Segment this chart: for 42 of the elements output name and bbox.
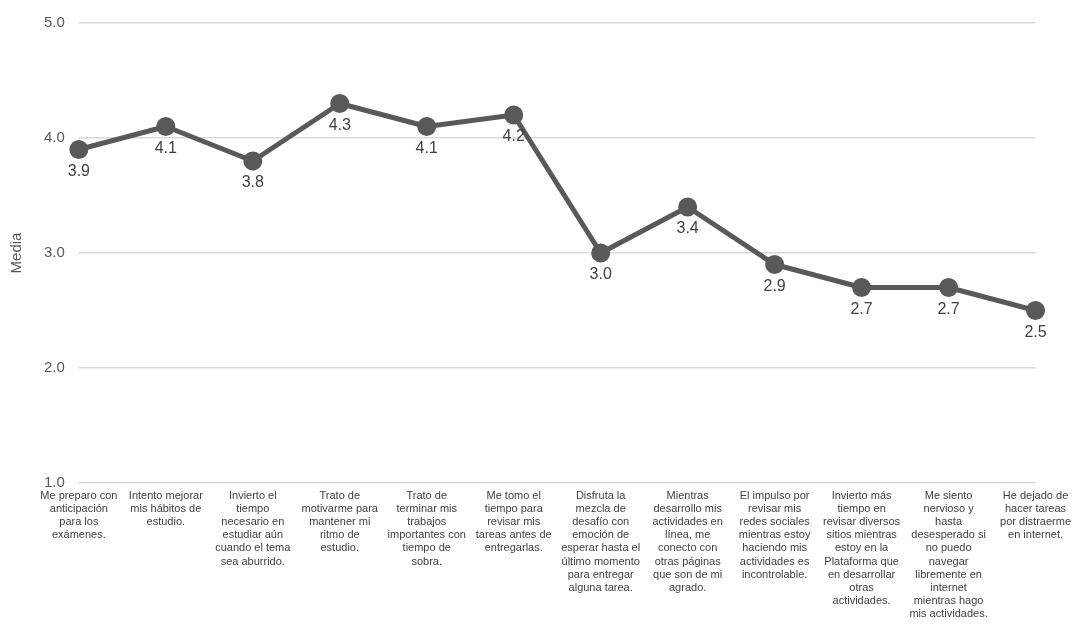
y-tick-label: 2.0 — [43, 358, 65, 376]
point — [243, 151, 263, 171]
text: 2.9 — [763, 276, 786, 294]
x-tick-label: Trato de motivarme para mantener mi ritmo de estudio. — [301, 488, 379, 554]
x-tick-label: Me preparo con anticipación para los exámenes. — [40, 488, 118, 541]
category-label: Invierto más tiempo en revisar diversos sitios mientras estoy en la Plataforma que en desarrollar otras actividades. — [823, 488, 901, 607]
text: 3.0 — [589, 265, 612, 283]
text: 4.1 — [415, 138, 438, 156]
x-tick-label: He dejado de hacer tareas por distraerme en internet. — [1000, 488, 1071, 541]
x-tick-label: Mientras desarrollo mis actividades en línea, me conecto con otras páginas que son de mi agrado. — [652, 488, 723, 594]
point — [852, 278, 872, 297]
text: 3.4 — [676, 219, 699, 237]
point — [417, 117, 437, 136]
y-axis-title: Media — [7, 231, 25, 274]
text: 4.1 — [154, 138, 177, 156]
x-tick-label: El impulso por revisar mis redes sociales mientras estoy haciendo mis actividades es incontrolable. — [738, 488, 811, 580]
point — [591, 243, 611, 263]
y-tick-label: 3.0 — [43, 243, 65, 261]
x-tick-label: Me tomo el tiempo para revisar mis tareas antes de entregarlas. — [475, 488, 552, 554]
text: 4.3 — [328, 115, 351, 133]
point — [939, 278, 959, 297]
point — [156, 117, 176, 136]
text: 3.9 — [67, 161, 90, 179]
y-tick-label: 5.0 — [43, 13, 65, 31]
point — [678, 197, 698, 217]
x-tick-label: Invierto el tiempo necesario en estudiar aún cuando el tema sea aburrido. — [215, 488, 292, 567]
text: 3.8 — [241, 173, 264, 191]
point — [504, 105, 524, 125]
x-tick-label: Intento mejorar mis hábitos de estudio. — [128, 488, 204, 528]
x-tick-label: Disfruta la mezcla de desafío con emoción de esperar hasta el último momento para entregar alguna tarea. — [561, 488, 641, 594]
point — [765, 255, 785, 274]
y-tick-label: 4.0 — [43, 128, 65, 146]
y-tick-label: 1.0 — [43, 473, 65, 491]
point — [69, 140, 89, 159]
x-tick-label: Trato de terminar mis trabajos importantes con tiempo de sobra. — [387, 488, 466, 567]
text: 2.7 — [850, 299, 873, 317]
category-label: Me siento nervioso y hasta desesperado si no puedo navegar libremente en internet mientras hago mis actividades. — [909, 488, 988, 620]
text: 2.7 — [937, 299, 960, 317]
point — [1026, 301, 1046, 320]
text: 2.5 — [1024, 322, 1047, 340]
point — [330, 94, 350, 113]
text: 4.2 — [502, 127, 525, 145]
